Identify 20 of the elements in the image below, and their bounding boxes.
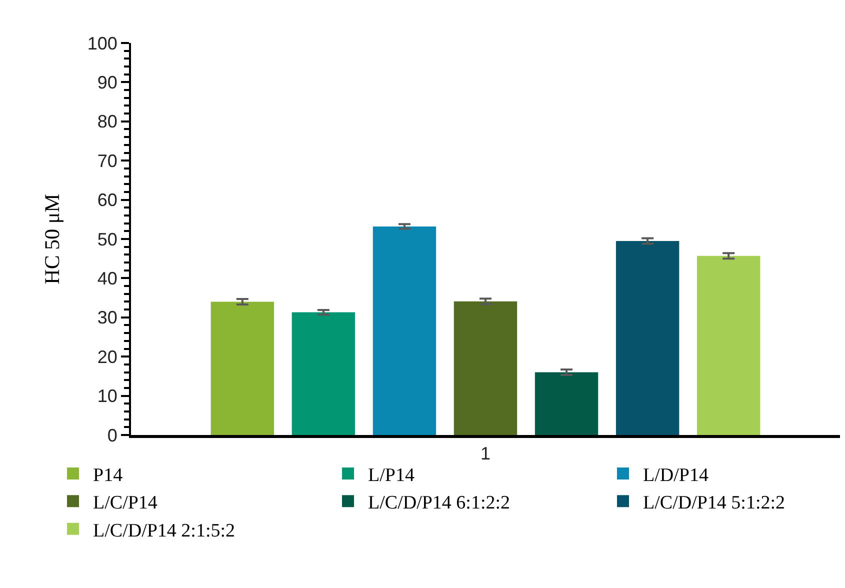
y-tick-label: 100 [87, 33, 118, 54]
legend-label: L/P14 [368, 464, 415, 486]
legend-label: L/C/D/P14 2:1:5:2 [93, 520, 236, 542]
y-tick-label: 20 [97, 346, 118, 367]
legend-label: L/C/P14 [93, 492, 158, 514]
y-tick-label: 40 [97, 268, 118, 288]
y-tick-label: 0 [107, 425, 118, 446]
legend-label: L/C/D/P14 5:1:2:2 [643, 492, 786, 514]
y-tick-label: 80 [97, 112, 118, 132]
y-axis-title: HC 50 μM [40, 193, 64, 284]
legend-label: P14 [93, 464, 124, 486]
y-tick-label: 10 [97, 386, 118, 406]
y-tick-label: 60 [97, 190, 118, 210]
y-tick-label: 50 [97, 229, 118, 250]
x-tick-label: 1 [480, 444, 491, 464]
y-tick-label: 70 [97, 150, 118, 171]
y-tick-label: 30 [97, 308, 118, 328]
legend-label: L/C/D/P14 6:1:2:2 [368, 492, 510, 514]
legend-label: L/D/P14 [643, 464, 709, 486]
y-tick-label: 90 [97, 72, 118, 92]
